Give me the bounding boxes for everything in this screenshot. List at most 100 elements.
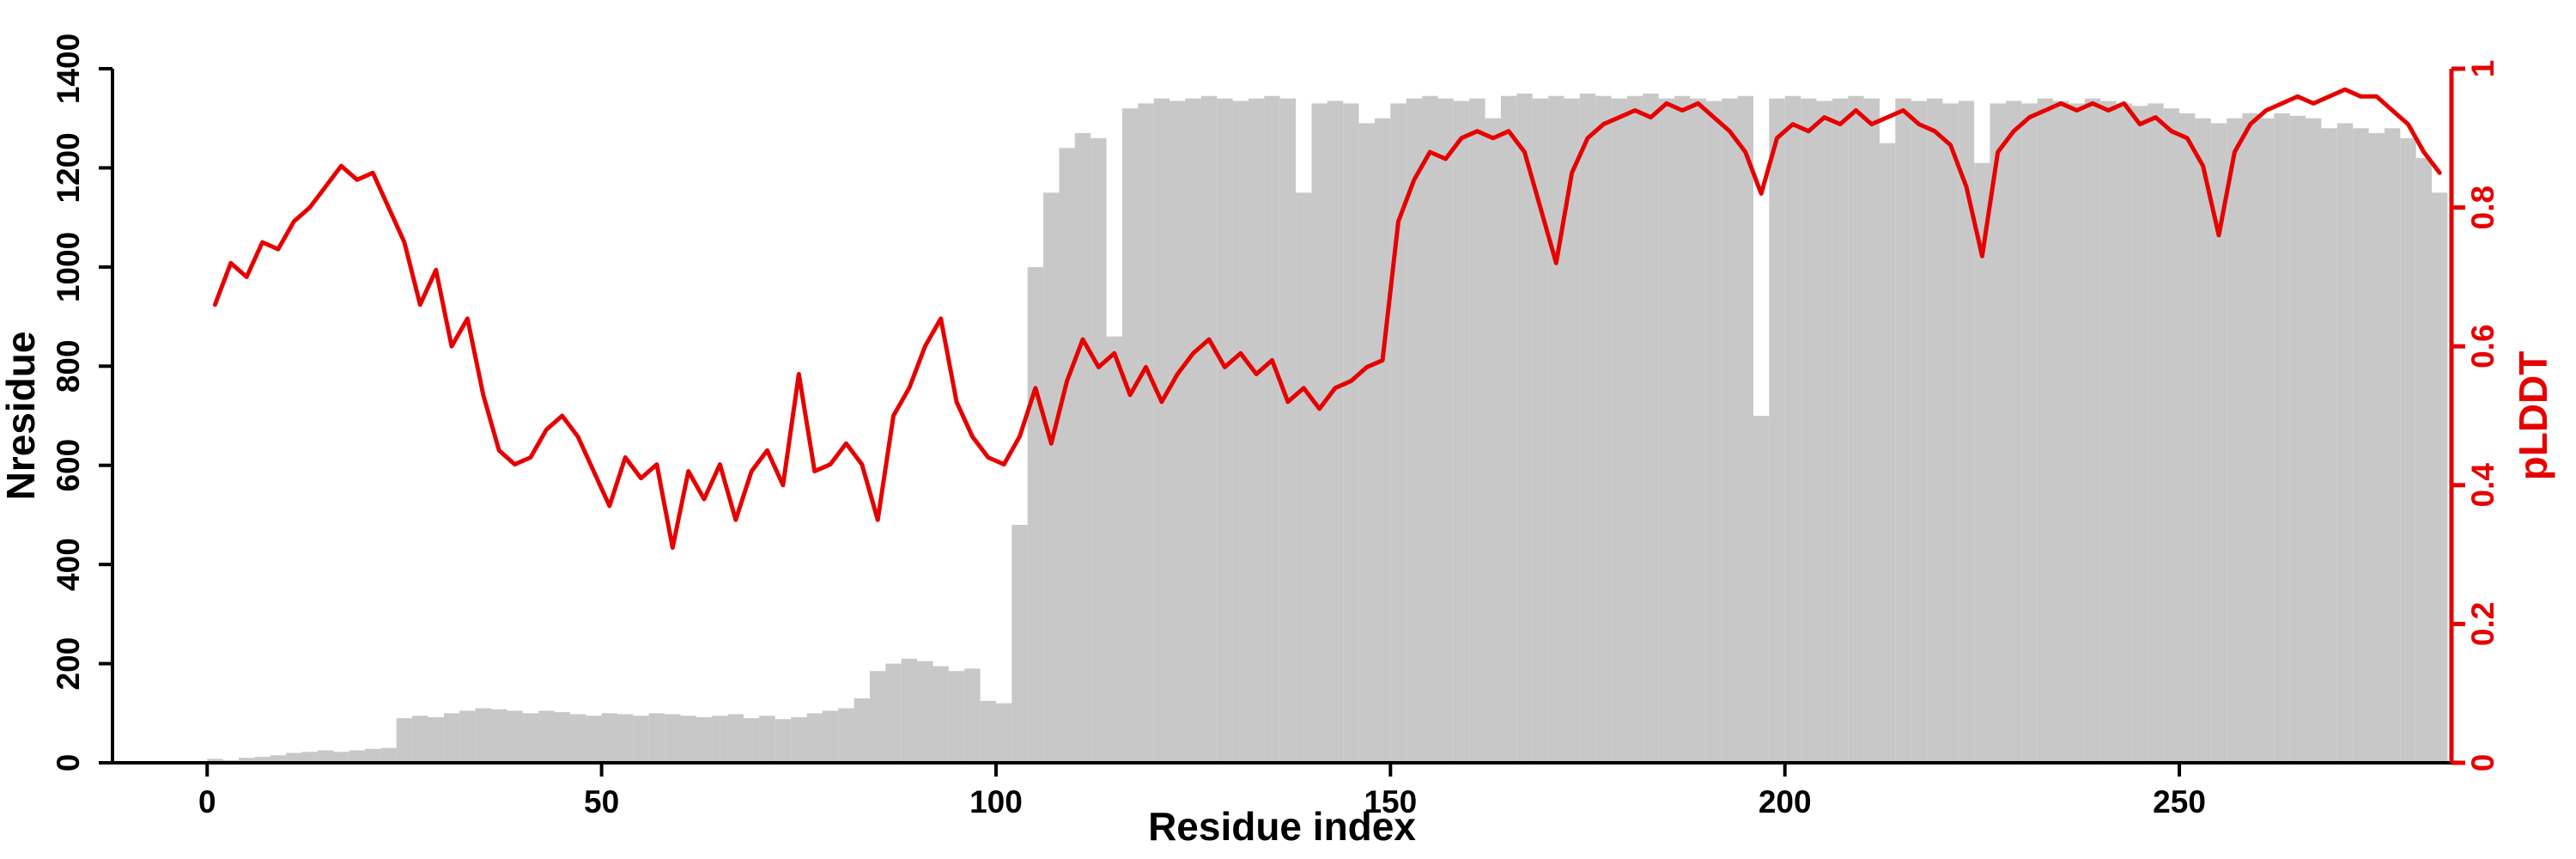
bar xyxy=(822,710,839,763)
bar xyxy=(948,671,965,763)
x-tick-label: 250 xyxy=(2153,784,2206,819)
bar xyxy=(459,710,476,763)
y-left-tick-label: 1000 xyxy=(51,232,86,302)
bar xyxy=(586,716,602,763)
bar xyxy=(522,713,539,763)
y-left-tick-label: 1200 xyxy=(51,132,86,203)
bar xyxy=(1279,98,1297,764)
x-axis-title: Residue index xyxy=(1148,804,1416,849)
bar xyxy=(475,708,491,763)
bar xyxy=(1548,95,1564,763)
bar xyxy=(349,750,365,763)
bar xyxy=(1043,192,1060,764)
bar xyxy=(633,716,649,763)
bar xyxy=(1532,98,1549,764)
bar xyxy=(2336,123,2354,763)
bar xyxy=(1106,336,1122,763)
bar xyxy=(2195,118,2211,763)
bar xyxy=(1516,93,1533,763)
plddt-line xyxy=(212,87,2442,550)
bar xyxy=(2415,157,2433,763)
bar xyxy=(1990,103,2006,763)
bar xyxy=(1327,101,1344,763)
bar xyxy=(254,757,270,763)
y-left-tick-label: 400 xyxy=(51,538,86,591)
bar xyxy=(2116,103,2132,763)
bar xyxy=(964,668,981,763)
y-left-tick-label: 1400 xyxy=(51,34,86,104)
x-tick-label: 100 xyxy=(969,784,1023,819)
bar xyxy=(1311,103,1327,763)
bar xyxy=(759,716,775,763)
bar xyxy=(1469,98,1485,764)
bar xyxy=(1784,95,1801,763)
bar xyxy=(901,658,918,763)
bar xyxy=(648,713,665,763)
bar xyxy=(696,716,713,763)
bar xyxy=(428,716,444,763)
y-left-axis-title: Nresidue xyxy=(0,332,43,501)
bar xyxy=(1801,98,1817,764)
bar xyxy=(791,716,807,763)
bar xyxy=(380,747,397,763)
bar xyxy=(838,708,854,763)
bar xyxy=(885,663,902,763)
y-right-tick-label: 1 xyxy=(2465,60,2500,78)
bar xyxy=(1485,118,1501,763)
bar xyxy=(2148,103,2164,763)
bar xyxy=(239,758,255,763)
y-left-tick-label: 800 xyxy=(51,339,86,393)
bar xyxy=(1816,101,1832,763)
y-left-tick-label: 200 xyxy=(51,637,86,691)
bar xyxy=(491,709,507,763)
bar xyxy=(443,713,460,763)
bar xyxy=(1895,98,1911,764)
bar xyxy=(270,755,287,763)
bar xyxy=(744,718,760,763)
y-right-tick-label: 0.4 xyxy=(2465,463,2500,508)
bar xyxy=(1911,101,1928,763)
bar xyxy=(2227,118,2243,763)
bar xyxy=(1611,98,1627,764)
bar xyxy=(2021,103,2038,763)
y-right-tick-label: 0.8 xyxy=(2465,186,2500,229)
bar xyxy=(1722,98,1738,764)
bar xyxy=(870,671,886,763)
bar xyxy=(2037,98,2054,764)
y-left-tick-label: 0 xyxy=(51,754,86,772)
bar xyxy=(2005,101,2022,763)
bar xyxy=(2131,106,2148,764)
y-left-tick-label: 600 xyxy=(51,439,86,492)
bar xyxy=(1453,101,1470,763)
x-tick-label: 0 xyxy=(198,784,216,819)
bar xyxy=(365,748,381,763)
bar xyxy=(2432,192,2448,764)
bar xyxy=(1296,192,1312,764)
y-right-tick-label: 0.2 xyxy=(2465,602,2500,646)
bar xyxy=(538,710,555,763)
bar xyxy=(1658,98,1675,764)
bar xyxy=(317,750,334,763)
bar xyxy=(554,712,570,763)
bar xyxy=(1153,98,1170,764)
bar xyxy=(2179,113,2196,763)
bar xyxy=(727,714,744,763)
bar xyxy=(2353,128,2369,764)
bar xyxy=(2306,118,2322,763)
bar xyxy=(2384,128,2401,764)
bar xyxy=(2321,128,2337,764)
bar xyxy=(933,666,949,763)
bar xyxy=(1422,95,1438,763)
bar xyxy=(1564,98,1580,764)
bar xyxy=(2257,118,2275,763)
bar xyxy=(1626,95,1643,763)
bar xyxy=(1769,98,1785,764)
x-tick-label: 150 xyxy=(1364,784,1417,819)
bar xyxy=(601,713,617,763)
bar xyxy=(1500,95,1517,763)
bar xyxy=(1059,148,1075,764)
bar xyxy=(286,752,302,763)
bar xyxy=(412,716,428,763)
bar xyxy=(775,719,792,763)
